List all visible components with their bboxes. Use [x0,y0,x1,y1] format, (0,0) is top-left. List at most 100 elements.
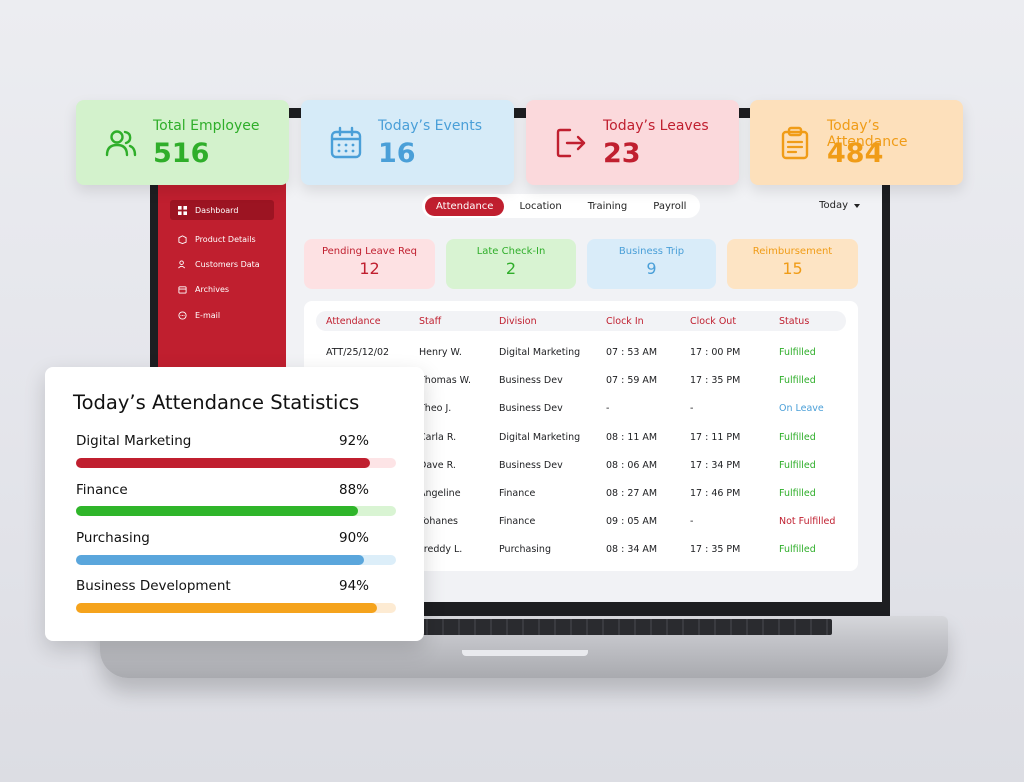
pill-reimbursement[interactable]: Reimbursement 15 [727,239,858,289]
cell-staff: Freddy L. [419,544,463,556]
cell-clock-out: 17 : 35 PM [690,544,741,556]
stat-label-business-development: Business Development [76,578,231,594]
progress-fill-digital-marketing [76,458,371,468]
card-todays-leaves[interactable]: Today’s Leaves 23 [526,100,739,185]
calendar-icon [330,126,362,159]
cell-clock-in: 07 : 53 AM [606,347,658,358]
cell-clock-in: - [606,403,610,415]
cell-status: Fulfilled [779,431,816,443]
stats-title: Today’s Attendance Statistics [73,391,360,414]
cell-division: Business Dev [499,403,563,415]
sidebar-item-dashboard[interactable]: Dashboard [170,200,274,220]
cell-status: Fulfilled [779,459,816,471]
cell-staff: Thomas W. [419,375,472,387]
pill-pending-leave[interactable]: Pending Leave Req 12 [304,239,435,289]
cell-clock-out: 17 : 34 PM [690,459,741,471]
tab-payroll[interactable]: Payroll [653,200,687,212]
stat-label-digital-marketing: Digital Marketing [76,433,192,449]
cell-status: Fulfilled [779,347,816,358]
cell-division: Business Dev [499,375,563,387]
pill-value: 15 [782,259,803,278]
col-header-staff[interactable]: Staff [419,316,442,327]
cell-clock-out: 17 : 35 PM [690,375,741,387]
col-header-clock-in[interactable]: Clock In [606,316,644,327]
users-icon [178,259,186,268]
pill-label: Late Check-In [476,246,546,257]
cell-status: Not Fulfilled [779,516,836,528]
cell-clock-out: 17 : 46 PM [690,488,741,499]
progress-fill-business-development [76,603,377,613]
cell-status: Fulfilled [779,488,816,499]
sidebar-item-label: Product Details [195,234,256,244]
progress-track-business-development [76,603,396,613]
sidebar-item-email[interactable]: E-mail [170,305,274,325]
cell-staff: Dave R. [419,459,456,471]
col-header-clock-out[interactable]: Clock Out [690,316,737,327]
cell-clock-in: 07 : 59 AM [606,375,658,387]
card-title: Today’s Events [378,118,483,134]
sidebar-item-label: Archives [195,284,230,294]
card-value: 484 [827,138,884,169]
cell-division: Finance [499,488,536,499]
col-header-division[interactable]: Division [499,316,537,327]
tab-attendance[interactable]: Attendance [425,196,505,216]
stat-pct-finance: 88% [338,482,369,498]
grid-icon [178,205,187,215]
cell-clock-in: 08 : 06 AM [606,459,658,471]
chevron-down-icon [854,203,860,208]
period-dropdown[interactable]: Today [819,200,860,211]
pill-value: 9 [646,259,657,278]
sidebar-item-archives[interactable]: Archives [170,279,274,299]
progress-track-finance [76,506,396,516]
card-todays-events[interactable]: Today’s Events 16 [301,100,514,185]
card-total-employee[interactable]: Total Employee 516 [76,100,289,185]
cell-staff: Carla R. [419,431,457,443]
cell-clock-out: 17 : 00 PM [690,347,741,358]
cell-division: Finance [499,516,536,528]
cell-clock-in: 08 : 11 AM [606,431,658,443]
col-header-attendance[interactable]: Attendance [326,316,381,327]
clipboard-icon [781,126,809,160]
sidebar-item-label: Customers Data [195,259,260,269]
pill-label: Reimbursement [752,246,833,257]
stat-pct-purchasing: 90% [338,530,369,546]
pill-late-check-in[interactable]: Late Check-In 2 [446,239,576,289]
pill-value: 2 [505,259,517,278]
card-title: Today’s Attendance [827,118,908,150]
card-todays-attendance[interactable]: Today’s Attendance 484 [750,100,963,185]
cell-division: Digital Marketing [499,431,581,443]
tab-training[interactable]: Training [587,200,628,212]
table-header: Attendance Staff Division Clock In Clock… [316,311,846,331]
cell-clock-in: 08 : 27 AM [606,488,658,499]
stat-pct-digital-marketing: 92% [338,433,369,449]
cell-status: Fulfilled [779,544,816,556]
cell-clock-in: 09 : 05 AM [606,516,658,528]
pill-business-trip[interactable]: Business Trip 9 [587,239,716,289]
progress-fill-purchasing [76,555,364,565]
cell-clock-in: 08 : 34 AM [606,544,658,556]
logout-icon [556,128,586,158]
stat-label-finance: Finance [76,482,128,498]
pill-label: Pending Leave Req [321,246,418,257]
sidebar-item-label: Dashboard [195,205,239,215]
archive-icon [178,285,187,294]
cell-clock-out: - [690,403,694,415]
card-title: Today’s Leaves [603,118,709,134]
cell-status: On Leave [779,403,824,415]
progress-fill-finance [76,506,358,516]
tab-location[interactable]: Location [519,200,562,212]
cell-staff: Henry W. [419,347,462,358]
card-title: Total Employee [153,118,260,134]
sidebar-item-label: E-mail [195,310,221,320]
sidebar-item-customers-data[interactable]: Customers Data [170,254,274,274]
pill-value: 12 [359,259,380,278]
sidebar-item-product-details[interactable]: Product Details [170,229,274,249]
chat-icon [178,310,187,320]
col-header-status[interactable]: Status [779,316,810,327]
cell-staff: Theo J. [419,403,452,415]
pill-label: Business Trip [618,246,685,257]
period-label: Today [819,200,848,211]
users-icon [105,130,137,157]
cell-status: Fulfilled [779,375,816,387]
card-value: 516 [153,138,210,169]
